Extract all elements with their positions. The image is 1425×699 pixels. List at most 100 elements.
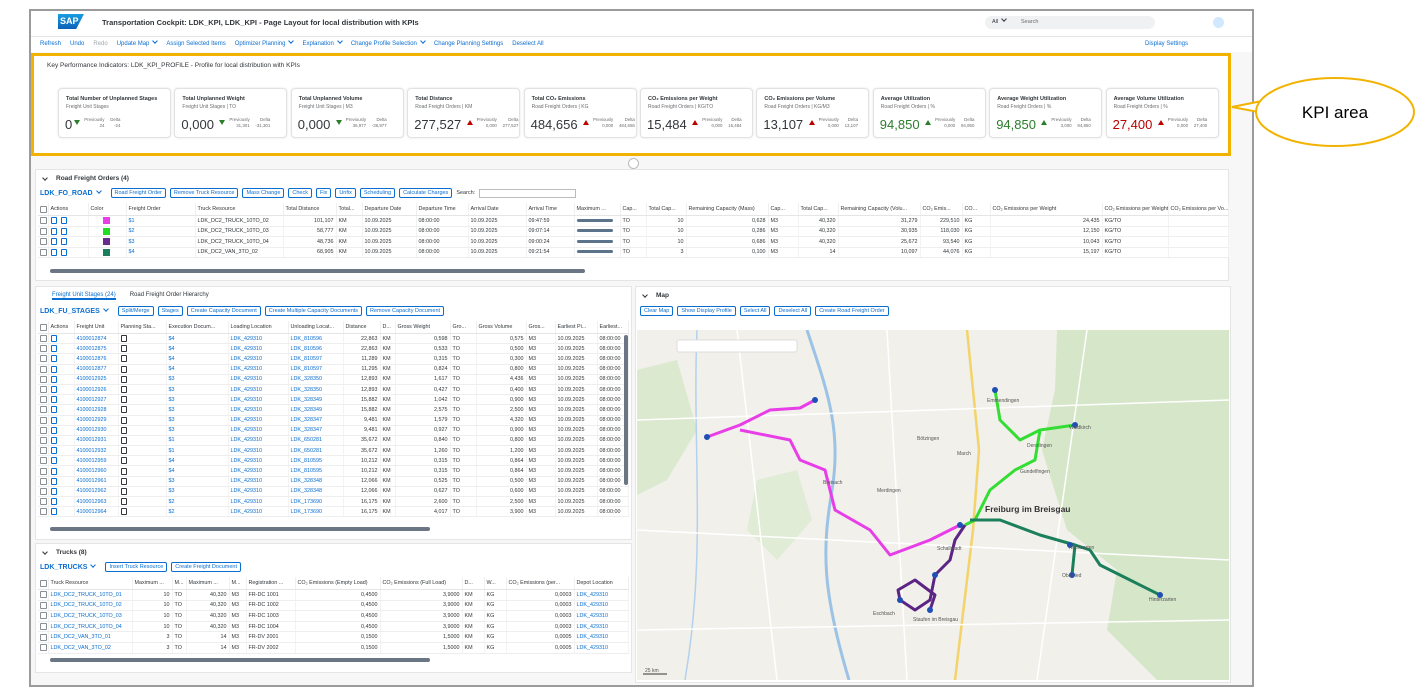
checkbox[interactable] [40, 633, 47, 641]
column-header[interactable]: Cap... [768, 203, 799, 216]
cell[interactable]: LDK_328349 [288, 394, 344, 406]
cell[interactable]: $2 [166, 496, 229, 508]
cell[interactable]: LDK_328348 [288, 486, 344, 498]
kpi-tile[interactable]: Total Number of Unplanned Stages Freight … [58, 88, 171, 138]
variant[interactable]: LDK_FO_ROAD [40, 189, 101, 197]
kpi-tile[interactable]: Average Volume Utilization Road Freight O… [1105, 88, 1219, 138]
checkbox[interactable] [40, 345, 47, 353]
cell[interactable]: LDK_429310 [574, 600, 629, 612]
cell[interactable]: 4100012931 [74, 435, 119, 447]
cell[interactable]: LDK_810596 [288, 333, 344, 345]
toolbar-action[interactable]: Optimizer Planning [235, 37, 294, 52]
checkbox[interactable] [40, 644, 47, 652]
cell[interactable]: $3 [166, 374, 229, 385]
toolbar-action[interactable]: Change Planning Settings [433, 41, 504, 47]
cell[interactable]: LDK_810597 [288, 364, 344, 375]
checkbox[interactable] [40, 335, 47, 343]
cell[interactable]: 4100012875 [74, 343, 119, 355]
checkbox[interactable] [40, 487, 47, 495]
column-header[interactable]: Gross Volume [476, 321, 527, 334]
button[interactable]: Stages [157, 306, 183, 316]
column-header[interactable]: Execution Docum... [166, 321, 229, 334]
cell[interactable]: LDK_810597 [288, 353, 344, 365]
cell[interactable]: LDK_429310 [228, 506, 289, 518]
button[interactable]: Show Display Profile [677, 306, 736, 316]
search-field[interactable]: All Search [985, 16, 1155, 29]
action-icon[interactable] [50, 406, 57, 414]
column-header[interactable]: Earliest Pi... [555, 321, 598, 334]
cell[interactable]: LDK_650281 [288, 445, 344, 457]
column-header[interactable]: Actions [48, 321, 75, 334]
kpi-tile[interactable]: Total Unplanned Weight Freight Unit Stage… [174, 88, 288, 138]
button[interactable]: Fix [315, 188, 332, 198]
checkbox[interactable] [40, 447, 47, 455]
cell[interactable]: 4100012926 [74, 384, 119, 396]
cell[interactable]: 4100012876 [74, 353, 119, 365]
checkbox[interactable] [40, 386, 47, 394]
cell[interactable]: LDK_429310 [228, 435, 289, 447]
tab[interactable]: Road Freight Order Hierarchy [129, 292, 209, 298]
cell[interactable]: LDK_DC2_VAN_3TO_01 [48, 631, 133, 643]
action-icon[interactable] [50, 447, 57, 455]
action-icon[interactable] [50, 217, 57, 225]
search-placeholder[interactable]: Search [1021, 19, 1039, 25]
action-icon[interactable] [50, 467, 57, 475]
column-header[interactable]: CO₂ Emissions (Empty Load) [295, 577, 381, 590]
cell[interactable]: LDK_810595 [288, 465, 344, 477]
action-icon[interactable] [50, 248, 57, 256]
action-icon[interactable] [50, 355, 57, 363]
column-header[interactable]: Arrival Date [468, 203, 527, 216]
collapse-icon[interactable] [642, 292, 648, 298]
checkbox[interactable] [40, 477, 47, 485]
cell[interactable]: 4100012928 [74, 404, 119, 416]
cell[interactable]: 4100012877 [74, 364, 119, 375]
cell[interactable]: $3 [166, 384, 229, 396]
cell[interactable]: LDK_429310 [228, 455, 289, 467]
action-icon[interactable] [60, 238, 67, 246]
column-header[interactable]: CO₂ Emissions per Weight UoM [1102, 203, 1169, 216]
cell[interactable]: $3 [166, 394, 229, 406]
kpi-tile[interactable]: Total CO₂ Emissions Road Freight Orders |… [523, 88, 637, 138]
toolbar-action[interactable]: Explanation [302, 37, 341, 52]
cell[interactable]: $3 [166, 486, 229, 498]
column-header[interactable]: Cap... [620, 203, 647, 216]
cell[interactable]: LDK_429310 [228, 343, 289, 355]
kpi-tile[interactable]: Total Distance Road Freight Orders | KM 27… [407, 88, 521, 138]
cell[interactable]: $2 [126, 226, 196, 237]
column-header[interactable]: Freight Unit [74, 321, 119, 334]
cell[interactable]: LDK_328350 [288, 374, 344, 385]
column-header[interactable]: Truck Resource [195, 203, 284, 216]
column-header[interactable]: Maximum ... [132, 577, 173, 590]
checkbox[interactable] [40, 217, 47, 225]
toolbar-action[interactable]: Update Map [117, 37, 158, 52]
action-icon[interactable] [50, 436, 57, 444]
column-header[interactable]: Gross Weight [395, 321, 451, 334]
select-all[interactable] [38, 321, 49, 334]
cell[interactable]: LDK_328347 [288, 415, 344, 426]
column-header[interactable]: CO... [962, 203, 991, 216]
action-icon[interactable] [60, 248, 67, 256]
cell[interactable]: LDK_429310 [228, 486, 289, 498]
cell[interactable]: LDK_DC2_TRUCK_10TO_02 [48, 600, 133, 612]
cell[interactable]: $3 [166, 415, 229, 426]
checkbox[interactable] [40, 227, 47, 235]
column-header[interactable]: Departure Time [416, 203, 469, 216]
cell[interactable]: 4100012960 [74, 465, 119, 477]
action-icon[interactable] [50, 487, 57, 495]
column-header[interactable]: Gro... [450, 321, 477, 334]
button[interactable]: Select All [739, 306, 771, 316]
button[interactable]: Clear Map [640, 306, 674, 316]
column-header[interactable]: Total... [336, 203, 363, 216]
cell[interactable]: 4100012929 [74, 415, 119, 426]
action-icon[interactable] [50, 477, 57, 485]
toolbar-action[interactable]: Refresh [40, 41, 62, 47]
column-header[interactable]: D... [462, 577, 485, 590]
button[interactable]: Remove Truck Resource [169, 188, 239, 198]
kpi-tile[interactable]: Average Weight Utilization Road Freight O… [989, 88, 1103, 138]
cell[interactable]: LDK_328349 [288, 404, 344, 416]
button[interactable]: Create Multiple Capacity Documents [264, 306, 363, 316]
action-icon[interactable] [50, 457, 57, 465]
cell[interactable]: 4100012932 [74, 445, 119, 457]
cell[interactable]: $1 [126, 215, 196, 227]
cell[interactable]: 4100012874 [74, 333, 119, 345]
